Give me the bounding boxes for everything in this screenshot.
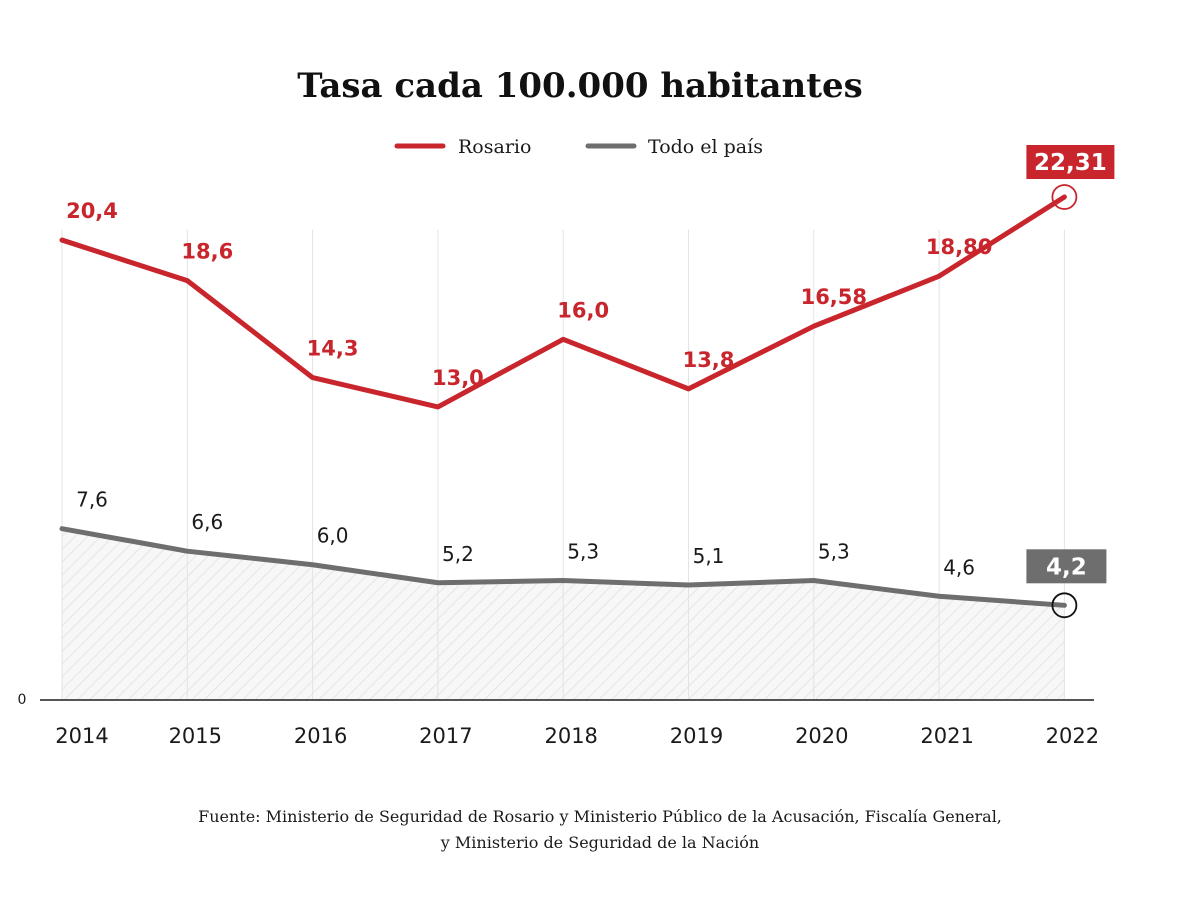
data-label-todo-el-pais-2018: 5,3: [567, 540, 599, 564]
x-tick-label-2019: 2019: [670, 724, 723, 748]
data-label-todo-el-pais-2014: 7,6: [76, 488, 108, 512]
legend-label-todo-el-pais: Todo el país: [648, 136, 763, 158]
data-label-rosario-2020: 16,58: [801, 285, 867, 309]
legend: Rosario Todo el país: [394, 136, 763, 158]
data-label-todo-el-pais-2016: 6,0: [317, 524, 349, 548]
source-note: Fuente: Ministerio de Seguridad de Rosar…: [100, 804, 1100, 856]
data-label-todo-el-pais-2017: 5,2: [442, 542, 474, 566]
data-label-todo-el-pais-2021: 4,6: [943, 555, 975, 579]
plot-area: 0 2014 2015 2016 2017 2018 2019 2020 2021 2022 20,…: [18, 145, 1115, 748]
source-line-2: y Ministerio de Seguridad de la Nación: [440, 833, 760, 852]
data-label-rosario-2017: 13,0: [432, 366, 484, 390]
legend-item-rosario: Rosario: [394, 136, 531, 158]
x-tick-label-2017: 2017: [419, 724, 472, 748]
data-label-rosario-2018: 16,0: [557, 298, 609, 322]
x-tick-label-2020: 2020: [795, 724, 848, 748]
legend-item-todo-el-pais: Todo el país: [585, 136, 763, 158]
x-tick-label-2014: 2014: [55, 724, 108, 748]
data-label-rosario-2016: 14,3: [307, 337, 359, 361]
source-line-1: Fuente: Ministerio de Seguridad de Rosar…: [198, 807, 1002, 826]
data-label-todo-el-pais-2020: 5,3: [818, 540, 850, 564]
data-point-todo-el-pais-2022: [1051, 592, 1078, 619]
data-label-todo-el-pais-2022: 4,2: [1046, 554, 1087, 580]
x-tick-label-2016: 2016: [294, 724, 347, 748]
x-tick-label-2015: 2015: [169, 724, 222, 748]
x-tick-label-2021: 2021: [920, 724, 973, 748]
x-tick-label-2018: 2018: [544, 724, 597, 748]
y-tick-label-0: 0: [18, 692, 27, 708]
data-point-rosario-2022: [1051, 184, 1078, 210]
value-badge-rosario: [1026, 145, 1115, 179]
data-label-rosario-2022: 22,31: [1034, 150, 1107, 176]
data-label-rosario-2019: 13,8: [683, 348, 735, 372]
data-label-todo-el-pais-2015: 6,6: [191, 510, 223, 534]
data-label-rosario-2014: 20,4: [66, 199, 118, 223]
x-tick-label-2022: 2022: [1046, 724, 1099, 748]
data-label-rosario-2015: 18,6: [181, 240, 233, 264]
data-label-todo-el-pais-2019: 5,1: [693, 544, 725, 568]
chart-title: Tasa cada 100.000 habitantes: [297, 66, 862, 106]
legend-label-rosario: Rosario: [458, 136, 531, 158]
value-badge-todo-el-pais: [1026, 549, 1107, 584]
data-label-rosario-2021: 18,80: [926, 235, 992, 259]
